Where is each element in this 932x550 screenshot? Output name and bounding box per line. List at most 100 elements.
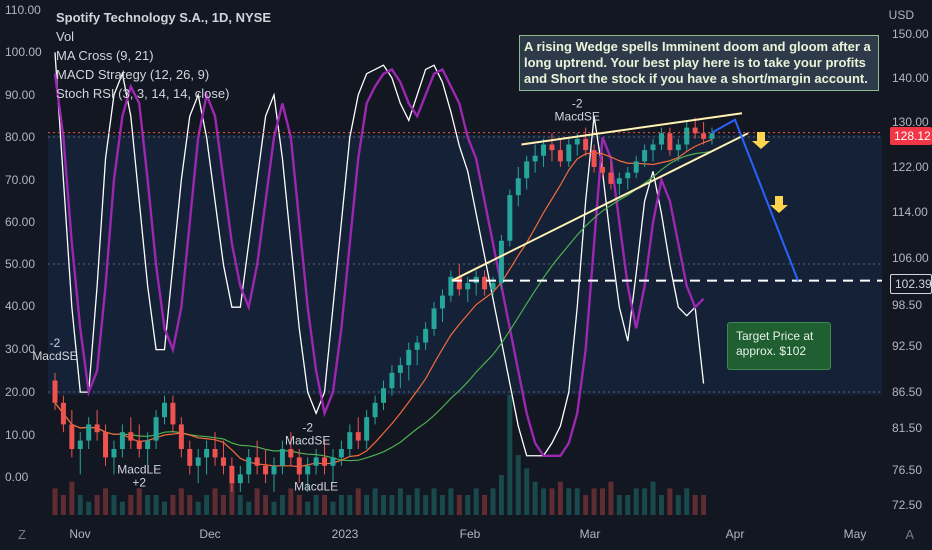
volume-bar: [549, 488, 555, 515]
price-tick-label: 72.50: [892, 498, 922, 512]
candle-body: [650, 144, 656, 151]
price-tick-label: 81.50: [892, 421, 922, 435]
volume-bar: [423, 495, 429, 515]
candle-body: [279, 449, 285, 466]
stoch-tick-label: 80.00: [5, 130, 35, 144]
price-tick-label: 114.00: [892, 205, 928, 219]
candle-body: [372, 402, 378, 418]
timezone-corner[interactable]: Z: [18, 527, 26, 542]
volume-bar: [204, 495, 210, 515]
volume-bar: [111, 495, 117, 515]
volume-bar: [103, 488, 109, 515]
candle-body: [507, 195, 513, 241]
stoch-tick-label: 90.00: [5, 88, 35, 102]
volume-bar: [507, 395, 513, 515]
target-note[interactable]: Target Price at approx. $102: [727, 322, 831, 370]
volume-bar: [305, 501, 311, 515]
candle-body: [195, 457, 201, 466]
volume-bar: [77, 495, 83, 515]
candle-body: [103, 432, 109, 458]
candle-body: [322, 457, 328, 466]
candle-body: [465, 283, 471, 290]
last-price-tag: 128.12: [890, 127, 932, 145]
macd-signal-label: -2: [50, 336, 61, 350]
candle-body: [389, 372, 395, 389]
volume-bar: [229, 481, 235, 515]
wedge-note[interactable]: A rising Wedge spells Imminent doom and …: [519, 35, 879, 91]
candle-body: [178, 424, 184, 449]
macd-signal-label: MacdLE: [117, 462, 161, 476]
price-tick-label: 130.00: [892, 115, 929, 129]
volume-bar: [128, 495, 134, 515]
volume-bar: [178, 488, 184, 515]
stoch-tick-label: 10.00: [5, 428, 35, 442]
candle-body: [709, 133, 715, 139]
volume-bar: [591, 488, 597, 515]
legend-ma-cross: MA Cross (9, 21): [56, 48, 154, 63]
macd-signal-sub-label: MacdSE: [555, 109, 600, 123]
volume-bar: [364, 495, 370, 515]
price-tick-label: 140.00: [892, 71, 929, 85]
price-tick-label: 106.00: [892, 251, 929, 265]
legend-title: Spotify Technology S.A., 1D, NYSE: [56, 10, 272, 25]
volume-bar: [600, 488, 605, 515]
candle-body: [397, 365, 403, 373]
volume-bar: [254, 488, 260, 515]
stoch-k-line: [53, 67, 705, 457]
stoch-tick-label: 0.00: [5, 470, 29, 484]
volume-bar: [237, 495, 243, 515]
volume-bar: [658, 495, 664, 515]
candle-body: [566, 144, 572, 162]
candle-body: [414, 342, 420, 350]
volume-bar: [490, 488, 496, 515]
time-tick-label: Mar: [580, 527, 601, 541]
volume-bar: [625, 495, 631, 515]
candle-body: [355, 432, 361, 441]
volume-bar: [94, 495, 100, 515]
volume-bar: [145, 495, 151, 515]
candle-body: [423, 328, 429, 343]
volume-bar: [263, 495, 269, 515]
candle-body: [381, 388, 386, 403]
volume-bar: [170, 495, 176, 515]
volume-bar: [338, 495, 344, 515]
candle-body: [616, 178, 622, 184]
legend-stoch-rsi: Stoch RSI (3, 3, 14, 14, close): [56, 86, 230, 101]
candle-body: [204, 449, 210, 458]
legend-volume: Vol: [56, 29, 75, 44]
volume-bar: [566, 488, 572, 515]
volume-bar: [465, 495, 471, 515]
stoch-tick-label: 70.00: [5, 173, 35, 187]
price-tick-label: 86.50: [892, 385, 922, 399]
volume-bar: [524, 468, 530, 515]
price-tick-label: 150.00: [892, 27, 929, 41]
volume-bar: [296, 495, 302, 515]
volume-bar: [482, 495, 488, 515]
stoch-tick-label: 110.00: [5, 3, 41, 17]
candle-body: [482, 276, 488, 290]
volume-bar: [330, 501, 336, 515]
stoch-tick-label: 30.00: [5, 342, 35, 356]
candle-body: [153, 417, 159, 441]
volume-bar: [397, 488, 403, 515]
candle-body: [431, 308, 437, 329]
grid: [48, 136, 882, 393]
macd-signal-label: -2: [302, 420, 313, 434]
candle-body: [448, 276, 454, 296]
projection-path: [711, 118, 799, 281]
wedge-upper-line: [521, 112, 743, 146]
candle-body: [229, 465, 235, 484]
auto-scale-corner[interactable]: A: [905, 527, 914, 542]
volume-bar: [288, 488, 294, 515]
volume-bar: [355, 488, 361, 515]
candle-body: [128, 432, 134, 441]
volume-bar: [212, 488, 218, 515]
volume-bar: [439, 495, 445, 515]
time-tick-label: Nov: [69, 527, 90, 541]
stoch-tick-label: 40.00: [5, 299, 35, 313]
candle-body: [549, 144, 555, 151]
macd-signal-label: -2: [572, 96, 583, 110]
candle-body: [305, 465, 311, 475]
candle-body: [658, 133, 664, 145]
